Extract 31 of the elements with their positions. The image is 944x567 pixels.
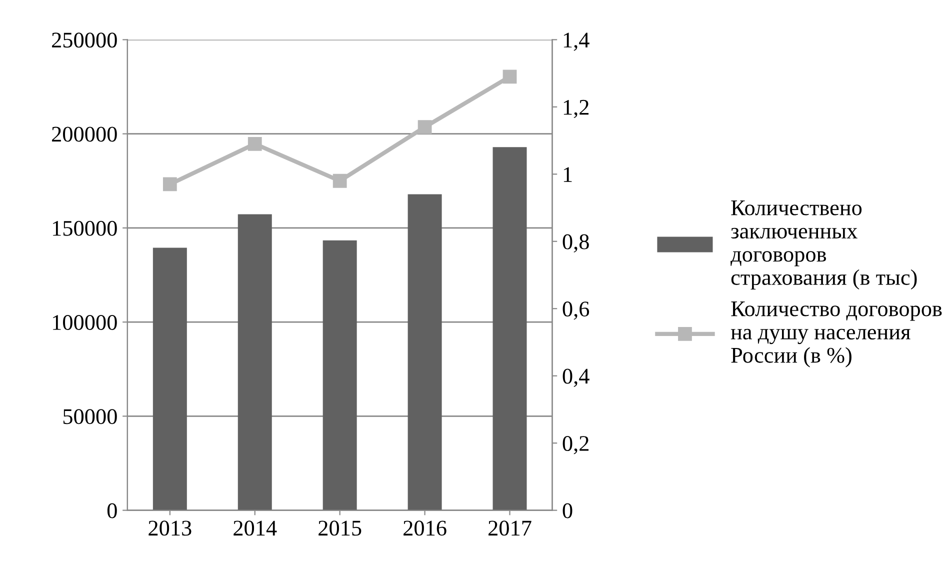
- bar: [238, 214, 272, 510]
- y2-tick-label: 1,4: [564, 32, 590, 51]
- y2-tick-label: 0,4: [562, 368, 590, 387]
- bar: [408, 194, 442, 510]
- point: [502, 70, 517, 84]
- point: [162, 177, 177, 192]
- bar: [152, 248, 187, 510]
- y2-tick-label: 0,6: [562, 302, 590, 320]
- y2-tick-label: 0,8: [562, 234, 589, 253]
- y-tick-label: 200000: [52, 126, 117, 142]
- y-tick-label: 100000: [53, 314, 117, 330]
- point: [248, 136, 262, 151]
- point: [418, 120, 432, 134]
- legend-label: Количество договоров на душу населения России (в %): [730, 302, 942, 368]
- y-tick-label: 50000: [63, 409, 117, 424]
- bar: [322, 240, 357, 510]
- legend-label: Количествено заключенных договоров страхования (в тыс): [730, 200, 917, 290]
- y2-tick-label: 1: [564, 167, 572, 182]
- bar: [492, 147, 527, 510]
- x-tick-label: 2017: [488, 520, 532, 536]
- point: [332, 174, 347, 188]
- y2-tick-label: 1,2: [564, 100, 589, 118]
- y-tick-label: 250000: [52, 32, 117, 48]
- y2-tick-label: 0,2: [562, 436, 589, 454]
- x-tick-label: 2015: [318, 520, 362, 536]
- y2-tick-label: 0: [562, 503, 572, 518]
- x-tick-label: 2013: [148, 520, 192, 536]
- y-tick-label: 0: [107, 503, 117, 518]
- x-tick-label: 2014: [234, 520, 277, 536]
- y-tick-label: 150000: [53, 220, 117, 236]
- x-tick-label: 2016: [404, 520, 446, 536]
